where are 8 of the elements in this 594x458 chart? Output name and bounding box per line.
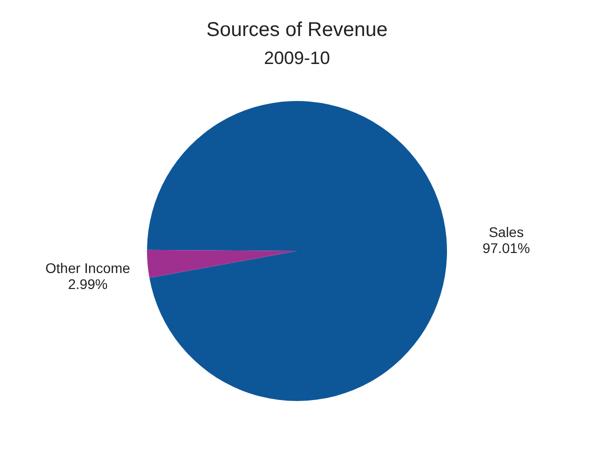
- slice-label: Sales: [488, 224, 524, 240]
- chart-subtitle: 2009-10: [264, 48, 330, 68]
- pie-slice: [147, 101, 447, 401]
- data-label: 2.99%: [68, 276, 108, 292]
- pie-slice: [147, 250, 297, 278]
- slice-label: Other Income: [45, 260, 130, 276]
- data-label: 97.01%: [482, 240, 530, 256]
- chart-title: Sources of Revenue: [206, 19, 388, 41]
